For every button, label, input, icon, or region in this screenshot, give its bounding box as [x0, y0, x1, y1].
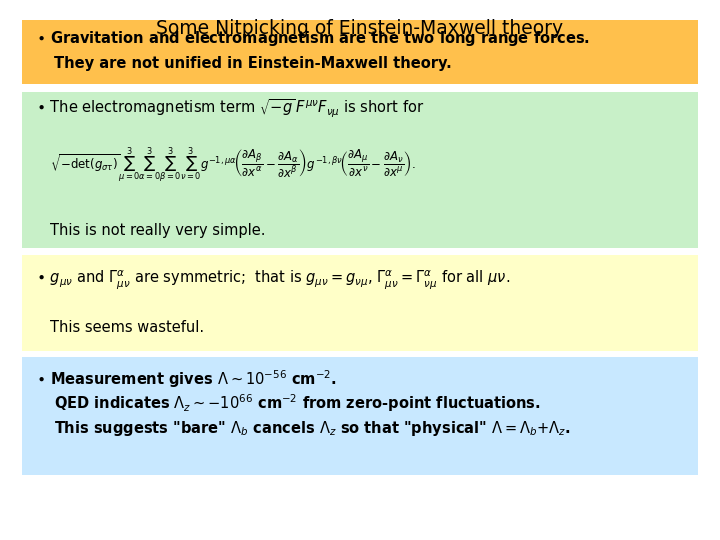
- Text: $\sqrt{-\det(g_{\sigma\tau})}\sum_{\mu=0}^{3}\sum_{\alpha=0}^{3}\sum_{\beta=0}^{: $\sqrt{-\det(g_{\sigma\tau})}\sum_{\mu=0…: [50, 146, 417, 185]
- FancyBboxPatch shape: [22, 255, 698, 351]
- FancyBboxPatch shape: [22, 357, 698, 475]
- Text: This suggests "bare" $\Lambda_b$ cancels $\Lambda_z$ so that "physical" $\Lambda: This suggests "bare" $\Lambda_b$ cancels…: [54, 418, 571, 438]
- Text: $\bullet$ Measurement gives $\Lambda{\sim}10^{-56}$ cm$^{-2}$.: $\bullet$ Measurement gives $\Lambda{\si…: [36, 368, 337, 390]
- Text: Some Nitpicking of Einstein-Maxwell theory: Some Nitpicking of Einstein-Maxwell theo…: [156, 19, 564, 38]
- Text: This seems wasteful.: This seems wasteful.: [50, 320, 204, 335]
- Text: $\bullet$ Gravitation and electromagnetism are the two long range forces.: $\bullet$ Gravitation and electromagneti…: [36, 29, 590, 49]
- Text: QED indicates $\Lambda_z{\sim}{-}10^{66}$ cm$^{-2}$ from zero-point fluctuations: QED indicates $\Lambda_z{\sim}{-}10^{66}…: [54, 393, 541, 414]
- Text: $\bullet$ $g_{\mu\nu}$ and $\Gamma^\alpha_{\mu\nu}$ are symmetric;  that is $g_{: $\bullet$ $g_{\mu\nu}$ and $\Gamma^\alph…: [36, 268, 510, 291]
- Text: $\bullet$ The electromagnetism term $\sqrt{-g}\,F^{\mu\nu}F_{\nu\mu}$ is short f: $\bullet$ The electromagnetism term $\sq…: [36, 98, 424, 120]
- FancyBboxPatch shape: [22, 92, 698, 248]
- Text: This is not really very simple.: This is not really very simple.: [50, 223, 266, 238]
- Text: They are not unified in Einstein-Maxwell theory.: They are not unified in Einstein-Maxwell…: [54, 56, 451, 71]
- FancyBboxPatch shape: [22, 20, 698, 84]
